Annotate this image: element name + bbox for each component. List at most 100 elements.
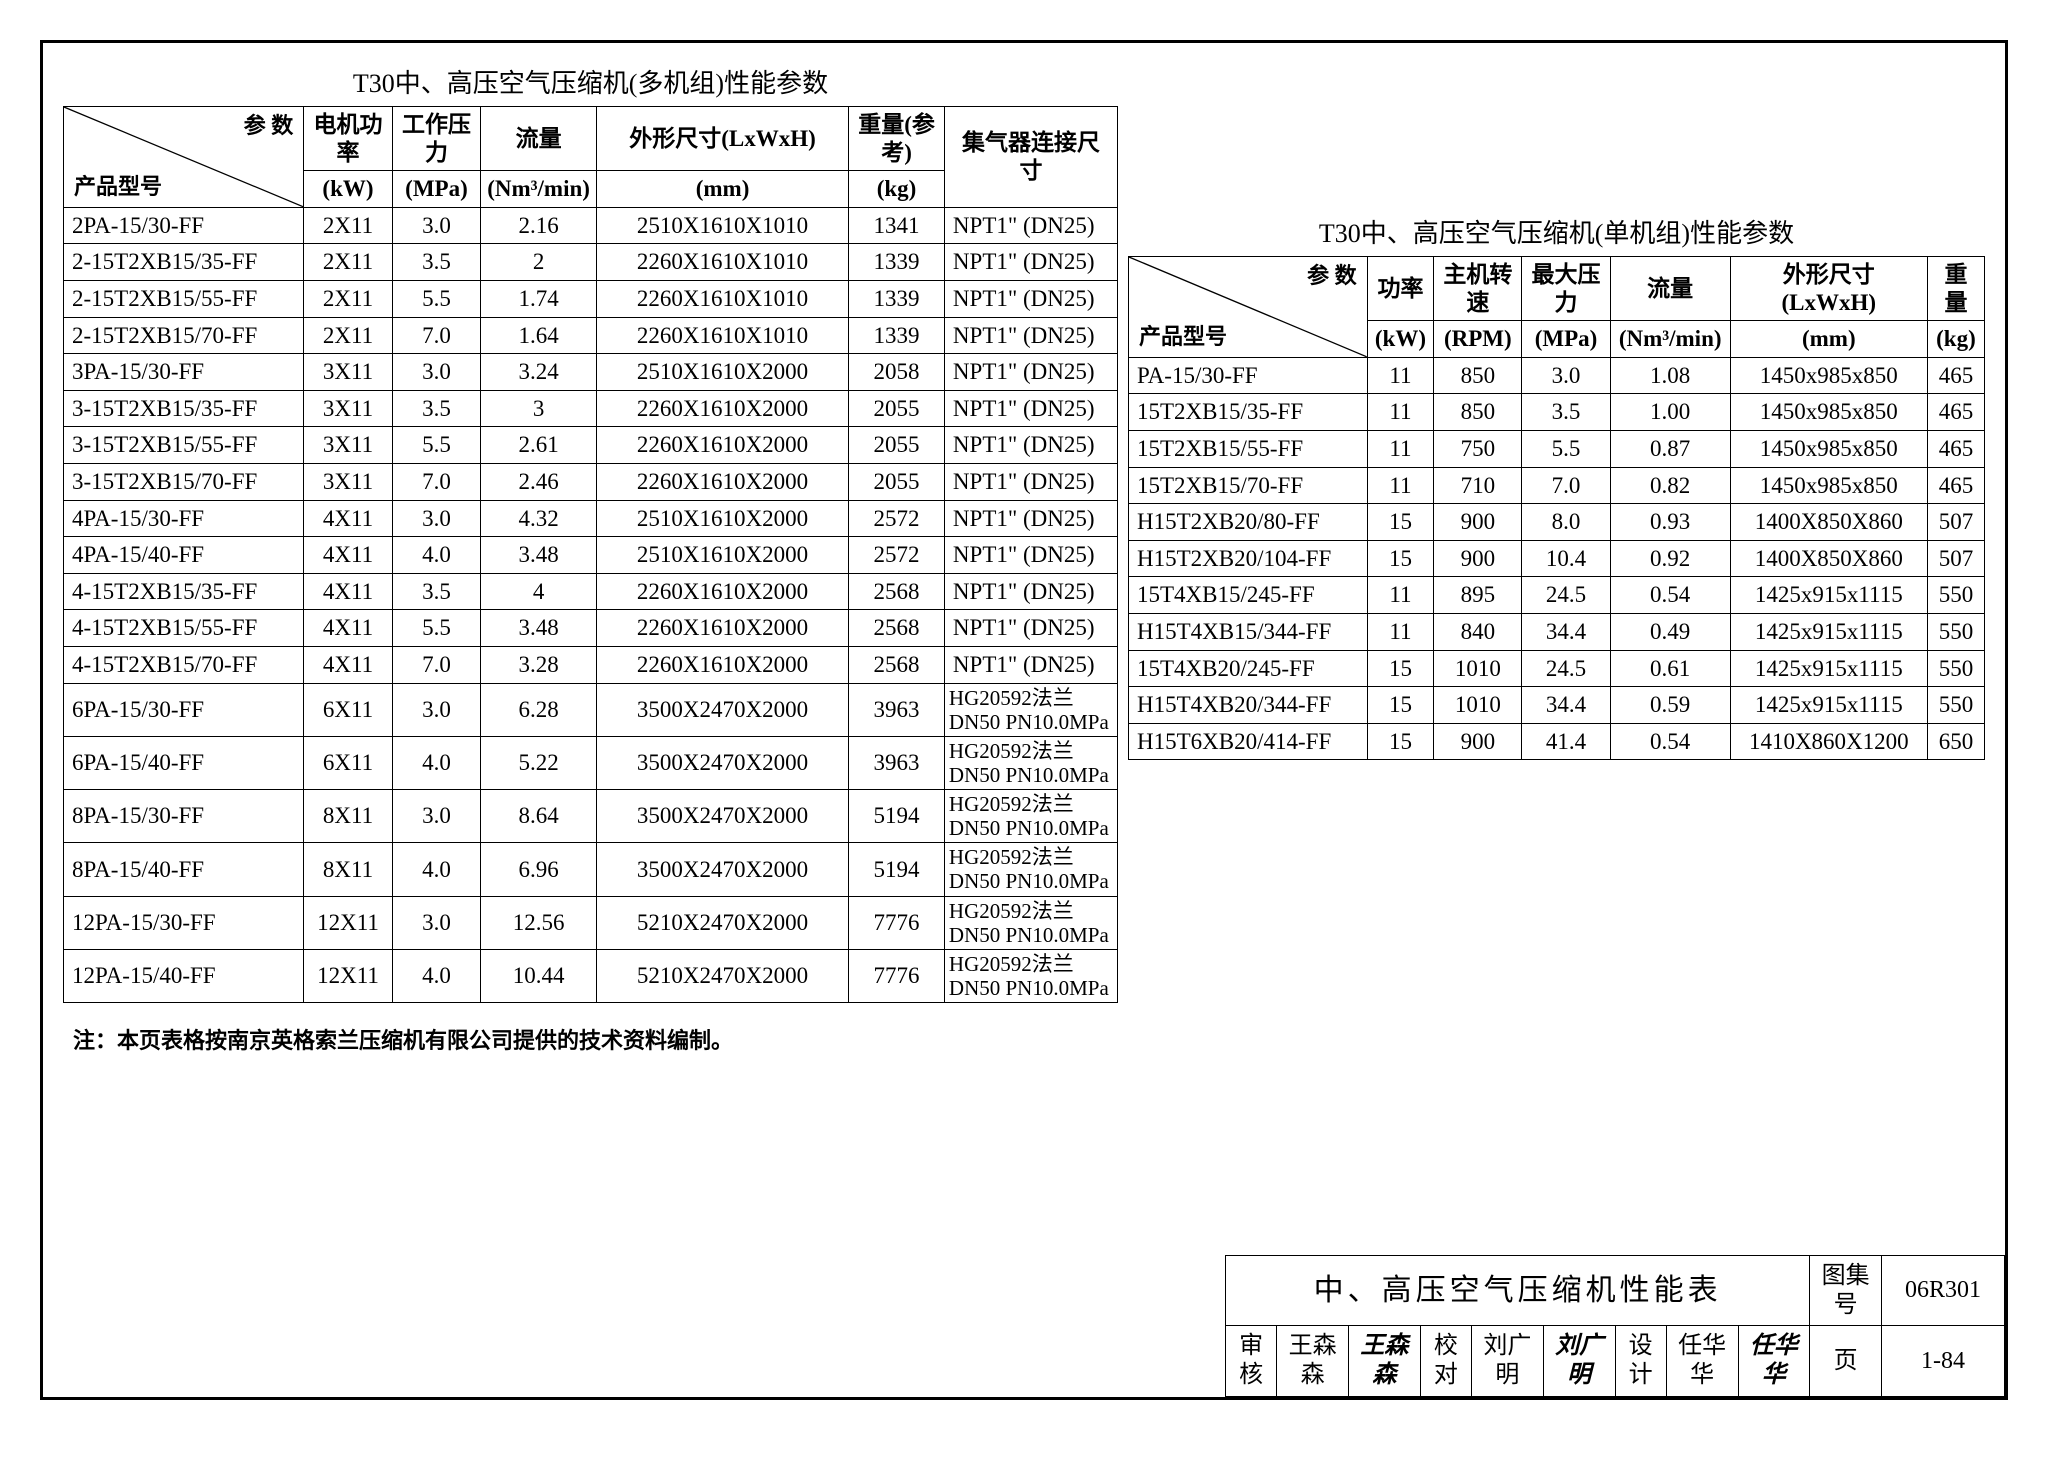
table-cell: 7.0 — [392, 646, 481, 683]
col-header: 集气器连接尺寸 — [944, 107, 1117, 208]
col-header: 电机功率 — [304, 107, 392, 171]
table-cell: 5210X2470X2000 — [596, 949, 848, 1002]
col-header: 主机转速 — [1434, 257, 1522, 321]
table-cell: 1400X850X860 — [1730, 504, 1927, 541]
table-cell: 11 — [1367, 430, 1434, 467]
table-cell: 15T2XB15/70-FF — [1129, 467, 1368, 504]
table-row: 15T2XB15/55-FF117505.50.871450x985x85046… — [1129, 430, 1985, 467]
table-cell: 2055 — [849, 427, 945, 464]
table-cell: 0.87 — [1610, 430, 1730, 467]
table-cell: 8X11 — [304, 790, 392, 843]
table-cell: 6.28 — [481, 683, 597, 736]
table-cell: 24.5 — [1522, 577, 1610, 614]
table-cell: 1400X850X860 — [1730, 540, 1927, 577]
table-cell: 2-15T2XB15/35-FF — [64, 244, 304, 281]
table-cell: 8.0 — [1522, 504, 1610, 541]
table-cell: 3500X2470X2000 — [596, 683, 848, 736]
table-cell: 3.28 — [481, 646, 597, 683]
table-cell: 2510X1610X2000 — [596, 500, 848, 537]
checker-name-2: 刘广明 — [1472, 1326, 1544, 1397]
table-cell: 5194 — [849, 843, 945, 896]
table-cell: 1010 — [1434, 650, 1522, 687]
table-cell: NPT1" (DN25) — [944, 427, 1117, 464]
col-unit: (kg) — [849, 171, 945, 208]
left-table: 参 数产品型号电机功率工作压力流量外形尺寸(LxWxH)重量(参考)集气器连接尺… — [63, 106, 1118, 1003]
drawing-frame: T30中、高压空气压缩机(多机组)性能参数 参 数产品型号电机功率工作压力流量外… — [40, 40, 2008, 1400]
table-cell: 11 — [1367, 467, 1434, 504]
table-cell: 12PA-15/30-FF — [64, 896, 304, 949]
table-cell: 2-15T2XB15/70-FF — [64, 317, 304, 354]
table-cell: 2260X1610X2000 — [596, 390, 848, 427]
table-cell: 1341 — [849, 207, 945, 244]
table-cell: NPT1" (DN25) — [944, 646, 1117, 683]
table-cell: 2058 — [849, 354, 945, 391]
table-cell: 15 — [1367, 540, 1434, 577]
table-cell: 4X11 — [304, 610, 392, 647]
table-cell: 1450x985x850 — [1730, 467, 1927, 504]
checker-sig-2: 刘广明 — [1543, 1326, 1615, 1397]
table-cell: 3.5 — [392, 390, 481, 427]
table-cell: 4 — [481, 573, 597, 610]
table-cell: NPT1" (DN25) — [944, 610, 1117, 647]
table-cell: 2260X1610X2000 — [596, 427, 848, 464]
table-cell: 4.32 — [481, 500, 597, 537]
table-cell: 1425x915x1115 — [1730, 613, 1927, 650]
table-cell: 34.4 — [1522, 687, 1610, 724]
table-cell: NPT1" (DN25) — [944, 244, 1117, 281]
table-cell: 895 — [1434, 577, 1522, 614]
table-cell: 3X11 — [304, 390, 392, 427]
table-cell: 550 — [1927, 577, 1984, 614]
table-cell: 15 — [1367, 687, 1434, 724]
table-cell: 1339 — [849, 317, 945, 354]
table-row: H15T6XB20/414-FF1590041.40.541410X860X12… — [1129, 723, 1985, 760]
table-cell: 4.0 — [392, 843, 481, 896]
table-cell: 0.54 — [1610, 577, 1730, 614]
table-cell: 2.16 — [481, 207, 597, 244]
table-cell: 10.44 — [481, 949, 597, 1002]
table-cell: 2X11 — [304, 280, 392, 317]
table-cell: 6.96 — [481, 843, 597, 896]
col-unit: (kW) — [304, 171, 392, 208]
col-unit: (Nm³/min) — [1610, 321, 1730, 358]
table-cell: 4-15T2XB15/55-FF — [64, 610, 304, 647]
designer-sig-2: 任华华 — [1738, 1326, 1810, 1397]
table-cell: 2X11 — [304, 207, 392, 244]
table-cell: 2.46 — [481, 463, 597, 500]
table-cell: NPT1" (DN25) — [944, 317, 1117, 354]
table-cell: 2260X1610X2000 — [596, 573, 848, 610]
table-cell: 7776 — [849, 949, 945, 1002]
table-cell: 34.4 — [1522, 613, 1610, 650]
table-cell: 1425x915x1115 — [1730, 577, 1927, 614]
table-cell: 840 — [1434, 613, 1522, 650]
table-cell: 1425x915x1115 — [1730, 687, 1927, 724]
table-cell: 550 — [1927, 687, 1984, 724]
title-block-overlay: 中、高压空气压缩机性能表 图集号 06R301 审核 王森森 王森森 校对 刘广… — [1225, 1255, 2005, 1397]
table-row: H15T2XB20/104-FF1590010.40.921400X850X86… — [1129, 540, 1985, 577]
table-cell: 3-15T2XB15/70-FF — [64, 463, 304, 500]
table-cell: 4.0 — [392, 949, 481, 1002]
table-cell: 1.64 — [481, 317, 597, 354]
table-cell: 4-15T2XB15/35-FF — [64, 573, 304, 610]
drawing-set-number-2: 06R301 — [1882, 1255, 2005, 1326]
table-row: 2-15T2XB15/55-FF2X115.51.742260X1610X101… — [64, 280, 1118, 317]
table-cell: 3.5 — [392, 573, 481, 610]
table-cell: 3-15T2XB15/55-FF — [64, 427, 304, 464]
col-header: 功率 — [1367, 257, 1434, 321]
table-cell: 507 — [1927, 504, 1984, 541]
table-cell: 1.74 — [481, 280, 597, 317]
table-cell: 2572 — [849, 500, 945, 537]
table-cell: 0.61 — [1610, 650, 1730, 687]
table-cell: 8PA-15/30-FF — [64, 790, 304, 843]
table-cell: 3.0 — [1522, 357, 1610, 394]
table-cell: 6X11 — [304, 683, 392, 736]
col-unit: (kW) — [1367, 321, 1434, 358]
table-cell: 1010 — [1434, 687, 1522, 724]
table-cell: 850 — [1434, 394, 1522, 431]
table-cell: HG20592法兰DN50 PN10.0MPa — [944, 790, 1117, 843]
table-row: 4-15T2XB15/55-FF4X115.53.482260X1610X200… — [64, 610, 1118, 647]
table-cell: 0.54 — [1610, 723, 1730, 760]
col-unit: (Nm³/min) — [481, 171, 597, 208]
table-cell: 3-15T2XB15/35-FF — [64, 390, 304, 427]
table-cell: H15T2XB20/80-FF — [1129, 504, 1368, 541]
col-header: 流量 — [481, 107, 597, 171]
